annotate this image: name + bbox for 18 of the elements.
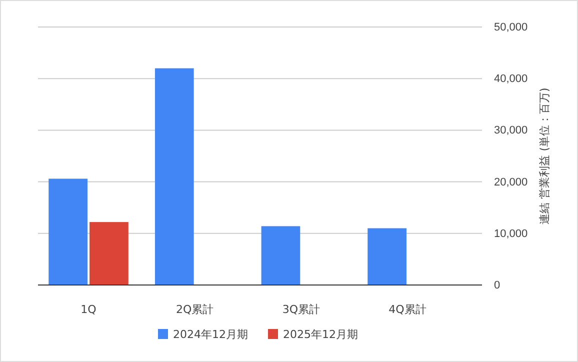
bar (261, 226, 300, 285)
y-axis-title: 連結 営業利益 (単位：百万) (538, 88, 551, 224)
y-tick-label: 20,000 (494, 176, 528, 188)
legend-label: 2025年12月期 (283, 328, 358, 341)
x-tick-label: 4Q累計 (388, 303, 426, 316)
x-tick-label: 1Q (80, 303, 97, 316)
x-tick-label: 3Q累計 (282, 303, 320, 316)
bar (48, 178, 88, 285)
y-tick-label: 30,000 (494, 124, 528, 137)
legend-label: 2024年12月期 (173, 328, 248, 341)
bar (154, 68, 194, 285)
y-tick-label: 40,000 (494, 73, 528, 86)
y-tick-label: 10,000 (494, 228, 528, 240)
y-tick-label: 0 (494, 280, 500, 292)
x-tick-label: 2Q累計 (176, 303, 214, 316)
y-tick-label: 50,000 (494, 22, 528, 34)
bar (90, 222, 128, 285)
bar (368, 228, 406, 285)
